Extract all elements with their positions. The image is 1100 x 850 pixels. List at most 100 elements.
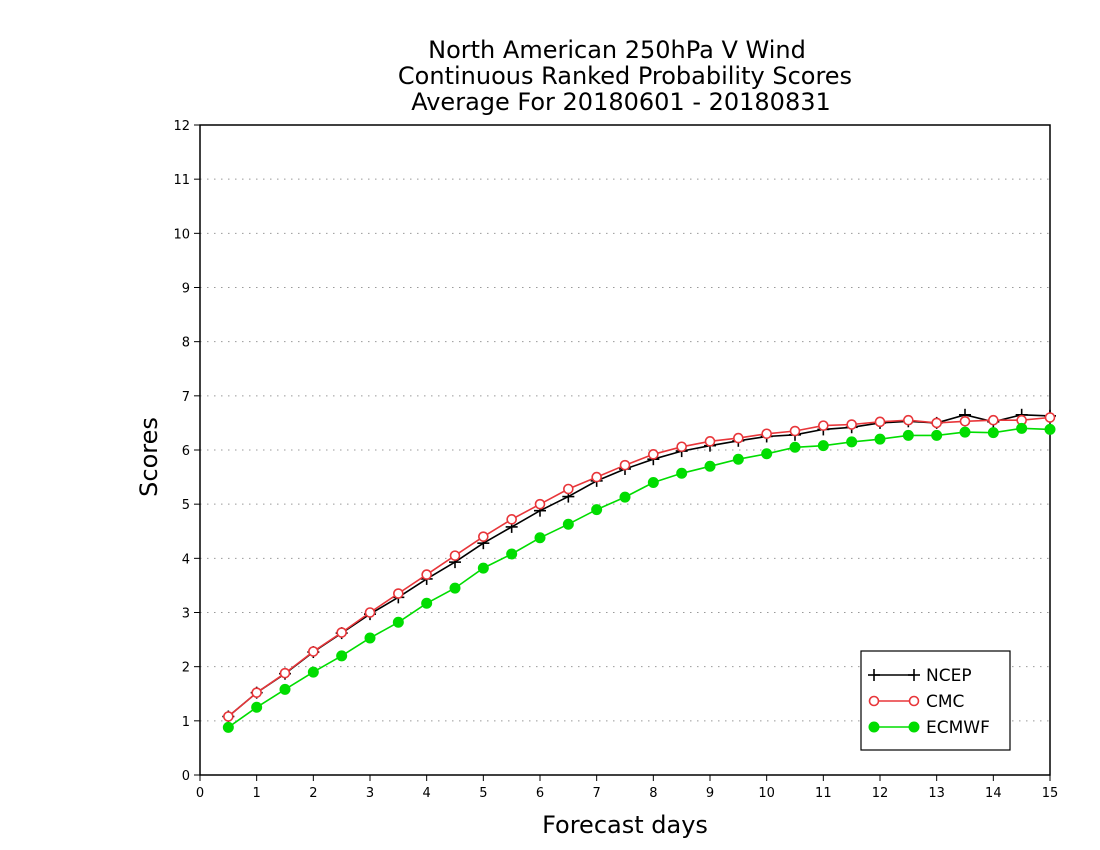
data-point-cmc: [988, 414, 999, 426]
legend-entry-ncep: NCEP: [868, 666, 972, 686]
y-tick-label: 10: [173, 227, 190, 242]
legend-marker-ecmwf: [868, 721, 880, 733]
x-tick-label: 14: [985, 786, 1002, 801]
data-point-cmc: [279, 667, 291, 679]
x-tick-label: 10: [758, 786, 775, 801]
x-tick-label: 12: [872, 786, 889, 801]
chart-title-line-3: Average For 20180601 - 20180831: [411, 88, 831, 116]
x-tick-label: 4: [423, 786, 431, 801]
legend-label-cmc: CMC: [926, 692, 964, 712]
chart-title: North American 250hPa V Wind Continuous …: [398, 36, 852, 116]
y-tick-label: 5: [182, 498, 190, 513]
data-point-ecmwf: [761, 448, 773, 460]
y-tick-label: 3: [182, 607, 190, 622]
data-point-ecmwf: [222, 721, 234, 733]
data-point-ecmwf: [421, 597, 433, 609]
data-point-cmc: [619, 459, 631, 471]
data-point-cmc: [506, 514, 517, 525]
data-point-cmc: [534, 498, 546, 510]
data-point-cmc: [251, 687, 262, 698]
legend-marker-cmc: [868, 695, 880, 707]
legend-entry-cmc: CMC: [868, 692, 964, 712]
data-point-cmc: [818, 420, 829, 431]
y-tick-label: 8: [182, 336, 190, 351]
data-point-ecmwf: [732, 453, 744, 465]
x-tick-label: 9: [706, 786, 714, 801]
legend-marker-ncep: [868, 669, 880, 681]
x-tick-label: 0: [196, 786, 204, 801]
legend-entry-ecmwf: ECMWF: [868, 718, 990, 738]
data-point-ecmwf: [931, 429, 943, 441]
data-point-cmc: [761, 428, 772, 440]
data-point-cmc: [1044, 412, 1056, 423]
x-tick-label: 11: [815, 786, 832, 801]
data-point-ecmwf: [647, 477, 659, 488]
data-point-cmc: [591, 471, 602, 483]
data-point-ecmwf: [1016, 422, 1028, 434]
data-point-cmc: [733, 432, 744, 444]
data-point-ecmwf: [336, 650, 348, 662]
data-point-cmc: [789, 425, 801, 437]
y-tick-label: 0: [182, 769, 190, 784]
data-point-cmc: [874, 416, 886, 428]
data-point-cmc: [308, 646, 319, 657]
y-axis-label: Scores: [135, 417, 163, 497]
data-point-cmc: [903, 414, 914, 426]
data-point-cmc: [846, 419, 857, 430]
y-tick-label: 2: [182, 661, 190, 676]
data-point-ecmwf: [817, 440, 829, 452]
data-point-ecmwf: [959, 426, 971, 438]
x-tick-label: 13: [928, 786, 945, 801]
data-point-ecmwf: [704, 460, 716, 472]
x-tick-label: 5: [479, 786, 487, 801]
data-point-cmc: [364, 607, 376, 618]
series-layer: [222, 408, 1056, 733]
x-tick-label: 8: [649, 786, 657, 801]
data-point-ecmwf: [506, 548, 518, 560]
x-tick-label: 6: [536, 786, 544, 801]
data-point-ecmwf: [562, 518, 574, 530]
y-tick-label: 11: [173, 173, 190, 188]
y-tick-label: 6: [182, 444, 190, 459]
y-tick-label: 1: [182, 715, 190, 730]
data-point-cmc: [449, 550, 461, 561]
y-tick-label: 4: [182, 552, 190, 567]
data-point-cmc: [478, 531, 489, 542]
legend-marker-ecmwf: [908, 721, 920, 733]
data-point-ecmwf: [902, 429, 914, 441]
grid-lines: [200, 178, 1050, 722]
y-tick-label: 7: [182, 390, 190, 405]
data-point-cmc: [336, 627, 347, 638]
data-point-ecmwf: [534, 532, 546, 544]
data-point-cmc: [648, 449, 659, 460]
y-tick-label: 12: [173, 119, 190, 134]
legend: NCEP CMC ECMWF: [860, 650, 1011, 751]
data-point-cmc: [563, 483, 574, 495]
data-point-cmc: [704, 436, 716, 447]
series-cmc: [223, 412, 1056, 722]
legend-label-ecmwf: ECMWF: [926, 718, 990, 738]
legend-marker-cmc: [908, 695, 920, 707]
data-point-ecmwf: [846, 436, 858, 448]
legend-marker-ncep: [908, 669, 920, 681]
data-point-cmc: [676, 441, 687, 453]
data-point-ecmwf: [449, 582, 461, 594]
legend-label-ncep: NCEP: [926, 666, 972, 686]
data-point-ecmwf: [874, 433, 886, 445]
data-point-ecmwf: [789, 441, 801, 453]
data-point-ecmwf: [392, 616, 404, 628]
data-point-ecmwf: [477, 562, 489, 574]
x-tick-label: 3: [366, 786, 374, 801]
chart-title-line-1: North American 250hPa V Wind: [428, 36, 806, 64]
series-ecmwf: [222, 422, 1056, 733]
data-point-cmc: [959, 415, 971, 427]
x-tick-label: 1: [253, 786, 261, 801]
data-point-ecmwf: [591, 504, 603, 516]
data-point-ecmwf: [619, 491, 631, 503]
data-point-ecmwf: [364, 632, 376, 644]
data-point-cmc: [223, 711, 234, 722]
x-tick-label: 2: [309, 786, 317, 801]
x-axis-label: Forecast days: [542, 811, 708, 839]
